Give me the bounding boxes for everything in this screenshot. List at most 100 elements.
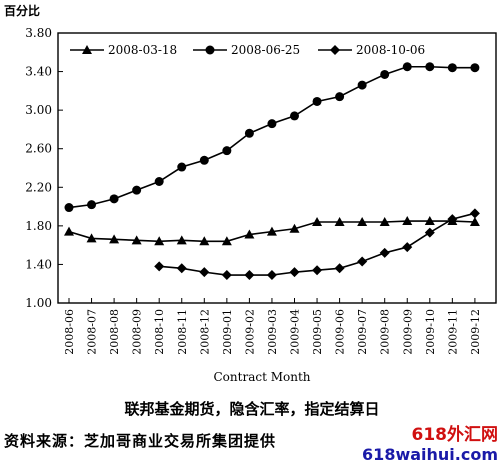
x-tick-label: 2008-06: [63, 309, 76, 355]
y-unit-label: 百分比: [4, 4, 41, 18]
circle-marker: [290, 111, 299, 121]
triangle-marker: [469, 217, 480, 226]
legend-label: 2008-03-18: [108, 43, 177, 57]
x-tick-label: 2009-04: [289, 309, 302, 355]
legend: 2008-03-18 2008-06-25 2008-10-06: [70, 43, 425, 57]
x-tick-label: 2008-10: [153, 309, 166, 355]
circle-marker: [87, 200, 97, 210]
x-tick-label: 2008-07: [86, 309, 99, 355]
y-tick-label: 3.80: [25, 26, 52, 40]
diamond-marker: [199, 267, 210, 278]
x-tick-label: 2009-06: [334, 309, 347, 355]
x-tick-label: 2009-11: [446, 309, 459, 355]
diamond-marker: [244, 270, 255, 281]
triangle-marker: [82, 45, 92, 54]
circle-marker: [357, 80, 367, 90]
x-tick-label: 2009-10: [424, 309, 437, 355]
series-layer: [64, 62, 480, 281]
circle-marker: [154, 177, 164, 186]
y-tick-label: 3.40: [25, 65, 52, 79]
diamond-marker: [402, 242, 413, 253]
watermark-cn: 618外汇网: [411, 425, 499, 445]
diamond-marker: [379, 247, 390, 258]
diamond-marker: [266, 270, 277, 281]
triangle-marker: [154, 236, 165, 246]
x-tick-label: 2009-09: [401, 309, 414, 355]
triangle-marker: [379, 217, 390, 226]
x-tick-label: 2009-08: [379, 309, 392, 355]
circle-marker: [199, 155, 209, 165]
y-tick-label: 2.20: [25, 180, 52, 194]
triangle-marker: [424, 216, 435, 226]
watermark-logo: 618外汇网 618waihui.com: [362, 425, 498, 465]
circle-marker: [109, 194, 119, 204]
x-tick-label: 2009-03: [266, 309, 279, 355]
circle-marker: [402, 62, 412, 72]
diamond-marker: [289, 267, 300, 278]
x-axis-title: Contract Month: [214, 370, 311, 384]
x-tick-label: 2009-07: [356, 309, 369, 355]
triangle-marker: [109, 234, 120, 244]
y-tick-label: 1.40: [25, 257, 52, 271]
triangle-marker: [312, 217, 323, 226]
circle-marker: [267, 119, 277, 129]
diamond-marker: [176, 263, 187, 274]
triangle-marker: [131, 235, 142, 245]
plot-frame: [57, 32, 497, 304]
y-axis: 3.80 3.40 3.00 2.60 2.20 1.80 1.40 1.00: [25, 26, 63, 310]
y-tick-label: 3.00: [25, 103, 52, 117]
x-tick-label: 2008-09: [131, 309, 144, 355]
line-chart: 3.80 3.40 3.00 2.60 2.20 1.80 1.40 1.00 2008-06…: [25, 26, 497, 384]
circle-marker: [132, 185, 142, 195]
x-axis: 2008-06 2008-07 2008-08 2008-09 2008-10 2008-…: [63, 298, 482, 355]
circle-marker: [335, 92, 345, 102]
x-tick-label: 2008-11: [176, 309, 189, 355]
triangle-marker: [244, 229, 255, 239]
triangle-marker: [289, 223, 300, 233]
triangle-marker: [176, 235, 187, 245]
circle-marker: [447, 63, 457, 73]
series-line: [68, 65, 475, 209]
triangle-marker: [199, 236, 210, 246]
diamond-marker: [424, 227, 435, 238]
diamond-marker: [357, 256, 368, 267]
x-tick-label: 2008-08: [108, 309, 121, 355]
y-tick-label: 1.00: [25, 296, 52, 310]
triangle-marker: [402, 216, 413, 226]
series-diamond: [154, 208, 480, 281]
triangle-marker: [86, 233, 97, 243]
triangle-marker: [334, 217, 345, 226]
x-tick-label: 2009-12: [469, 309, 482, 355]
legend-label: 2008-10-06: [356, 43, 425, 57]
diamond-marker: [221, 270, 232, 281]
y-tick-label: 1.80: [25, 219, 52, 233]
diamond-marker: [447, 214, 458, 225]
x-tick-label: 2009-05: [311, 309, 324, 355]
circle-marker: [205, 45, 215, 55]
y-tick-label: 2.60: [25, 142, 52, 156]
diamond-marker: [334, 263, 345, 274]
circle-marker: [64, 203, 74, 213]
diamond-marker: [469, 208, 480, 219]
figure-caption: 联邦基金期货，隐含汇率，指定结算日: [124, 400, 380, 418]
diamond-marker: [154, 261, 165, 272]
watermark-en: 618waihui.com: [362, 445, 498, 464]
triangle-marker: [357, 217, 368, 226]
circle-marker: [177, 162, 187, 172]
triangle-marker: [266, 226, 277, 236]
diamond-marker: [312, 265, 323, 276]
diamond-marker: [330, 45, 340, 55]
series-circle: [64, 62, 480, 213]
source-note: 资料来源：芝加哥商业交易所集团提供: [4, 432, 277, 450]
circle-marker: [244, 128, 254, 138]
x-tick-label: 2009-01: [221, 309, 234, 355]
x-tick-label: 2009-02: [243, 309, 256, 355]
x-tick-label: 2008-12: [198, 309, 211, 355]
circle-marker: [380, 69, 390, 79]
circle-marker: [312, 96, 322, 106]
circle-marker: [470, 63, 480, 73]
legend-label: 2008-06-25: [231, 43, 300, 57]
triangle-marker: [64, 226, 74, 236]
triangle-marker: [221, 236, 232, 246]
circle-marker: [425, 62, 435, 72]
